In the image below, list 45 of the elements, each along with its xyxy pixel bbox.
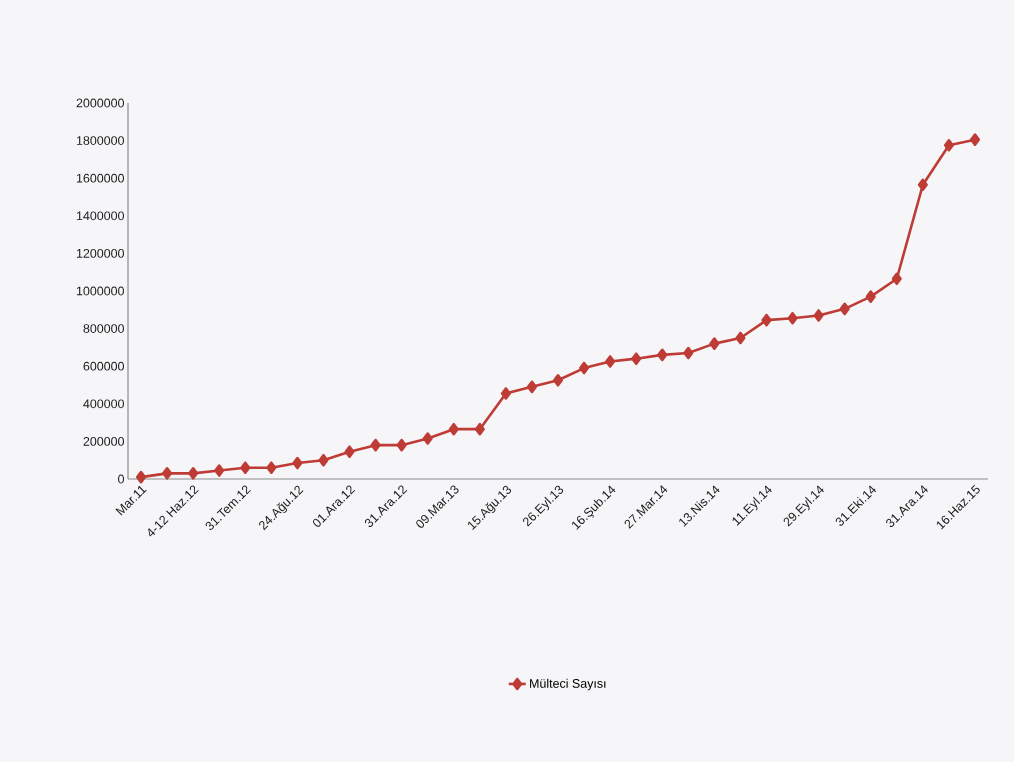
point <box>579 361 590 375</box>
point <box>943 138 954 152</box>
y-tick-label: 1000000 <box>76 286 124 296</box>
point <box>735 331 746 345</box>
point <box>240 461 251 475</box>
point <box>865 290 876 303</box>
point <box>709 337 720 350</box>
point <box>292 456 303 470</box>
point <box>396 438 407 452</box>
point <box>422 432 433 445</box>
point <box>917 178 928 192</box>
y-tick-label: 2000000 <box>76 98 124 108</box>
y-tick-label: 0 <box>118 474 124 484</box>
point <box>552 373 564 387</box>
point <box>162 467 173 480</box>
y-tick-label: 1600000 <box>76 173 124 183</box>
point <box>214 464 225 477</box>
y-tick-label: 600000 <box>83 361 124 371</box>
y-tick-label: 800000 <box>83 324 124 333</box>
y-tick-label: 1200000 <box>76 248 124 258</box>
point <box>344 445 355 459</box>
point <box>631 352 642 365</box>
point <box>657 348 668 362</box>
point <box>761 313 772 327</box>
point <box>318 453 329 467</box>
point <box>370 438 381 452</box>
legend-label: Mülteci Sayısı <box>530 678 606 691</box>
y-tick-label: 1400000 <box>76 211 124 221</box>
point <box>474 422 485 436</box>
point <box>839 302 850 316</box>
point <box>787 311 798 325</box>
point <box>135 470 147 484</box>
y-tick-label: 1800000 <box>76 136 124 145</box>
point <box>813 309 824 322</box>
point <box>526 380 537 394</box>
y-tick-label: 200000 <box>83 436 124 446</box>
point <box>605 355 616 368</box>
point <box>969 133 981 146</box>
point <box>500 387 511 400</box>
point <box>188 467 199 480</box>
y-tick-label: 400000 <box>83 399 124 409</box>
point <box>266 461 277 475</box>
point <box>891 272 902 286</box>
point <box>683 346 694 360</box>
point <box>448 422 459 436</box>
